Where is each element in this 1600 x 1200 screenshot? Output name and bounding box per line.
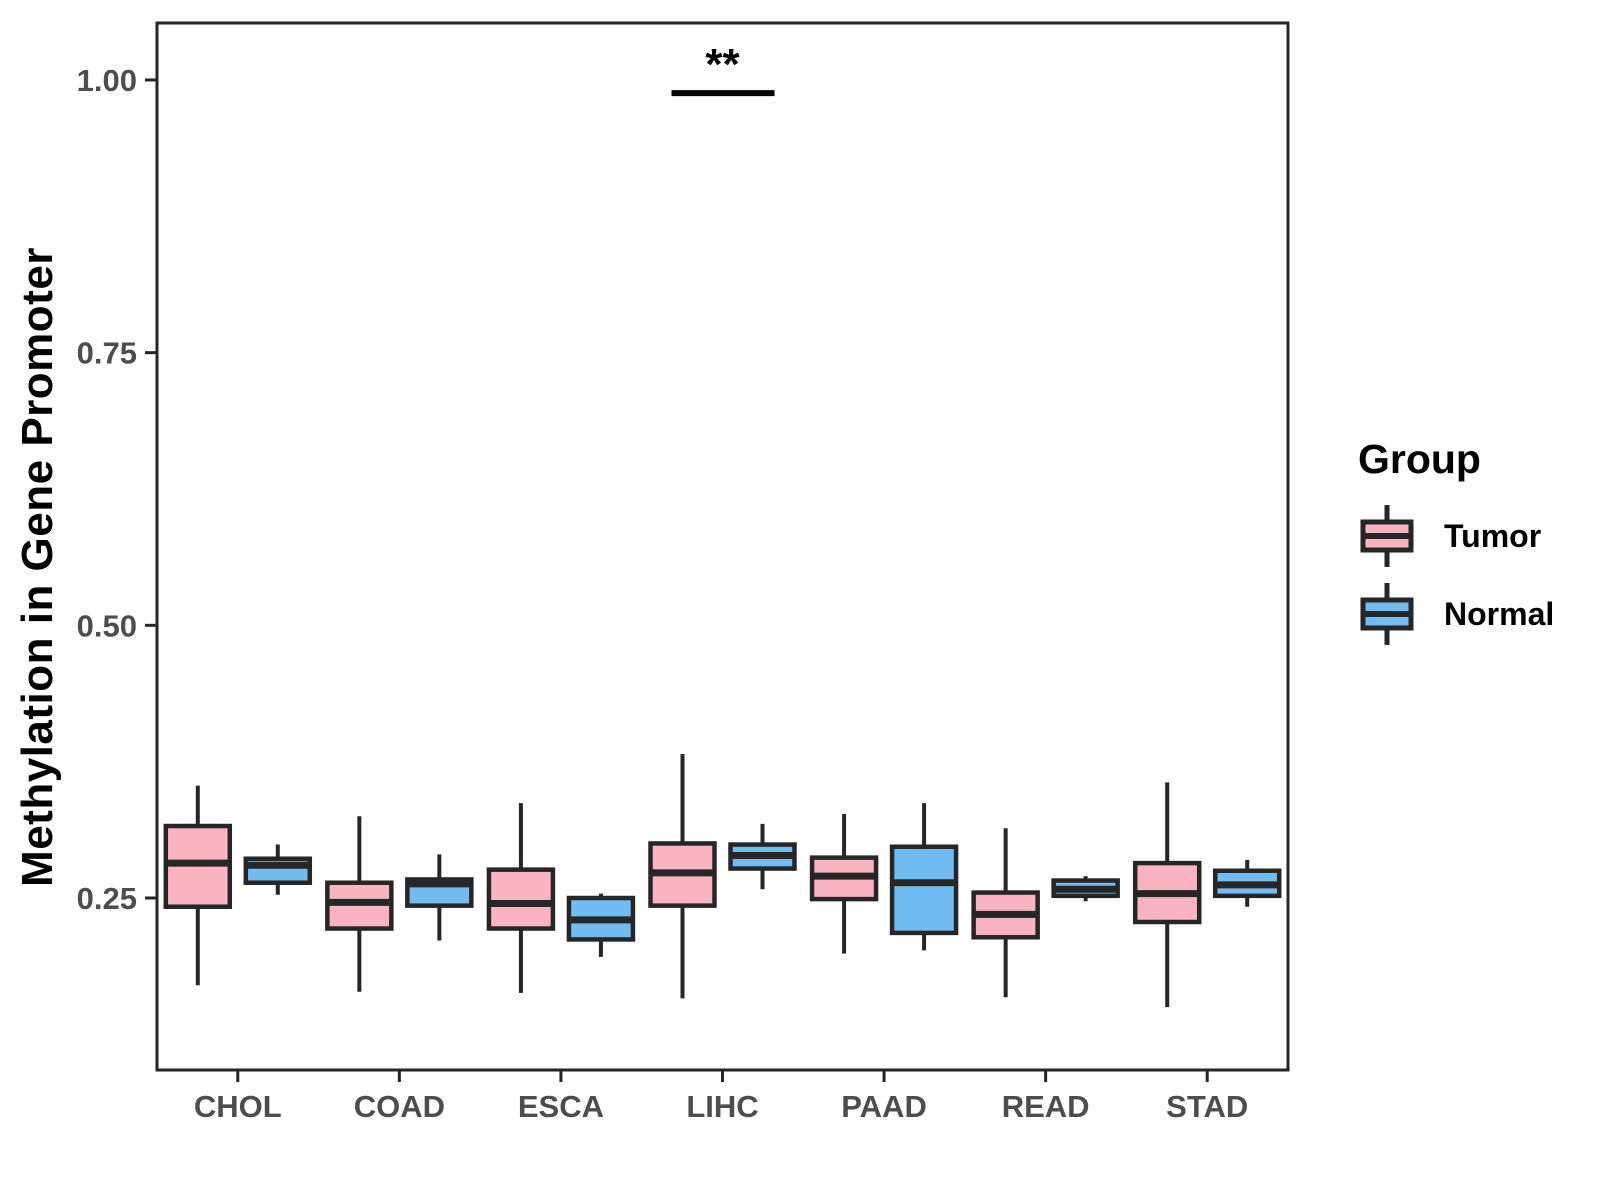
x-axis-category-label: COAD [354, 1089, 445, 1124]
legend-label-tumor: Tumor [1444, 517, 1542, 554]
legend-item-tumor: Tumor [1358, 503, 1554, 569]
x-axis-category-label: ESCA [518, 1089, 604, 1124]
y-axis-tick-label: 1.00 [77, 63, 137, 98]
legend-item-normal: Normal [1358, 581, 1554, 647]
x-axis-category-label: PAAD [841, 1089, 927, 1124]
x-axis-category-label: LIHC [686, 1089, 758, 1124]
y-axis-tick-label: 0.75 [77, 336, 137, 371]
box-ESCA-Tumor [486, 867, 556, 931]
legend-label-normal: Normal [1444, 595, 1555, 632]
box-PAAD-Normal [889, 844, 959, 936]
y-axis-tick-label: 0.25 [77, 881, 137, 916]
normal-boxplot-key-icon [1360, 583, 1414, 645]
x-axis-category-label: STAD [1166, 1089, 1248, 1124]
x-axis-category-label: READ [1002, 1089, 1090, 1124]
significance-stars: ** [705, 40, 740, 89]
y-axis-tick-label: 0.50 [77, 608, 137, 643]
legend: Group Tumor Normal [1358, 436, 1554, 659]
y-axis-title: Methylation in Gene Promoter [13, 247, 62, 887]
x-axis-category-label: CHOL [194, 1089, 282, 1124]
legend-title: Group [1358, 436, 1481, 482]
tumor-boxplot-key-icon [1360, 505, 1414, 567]
